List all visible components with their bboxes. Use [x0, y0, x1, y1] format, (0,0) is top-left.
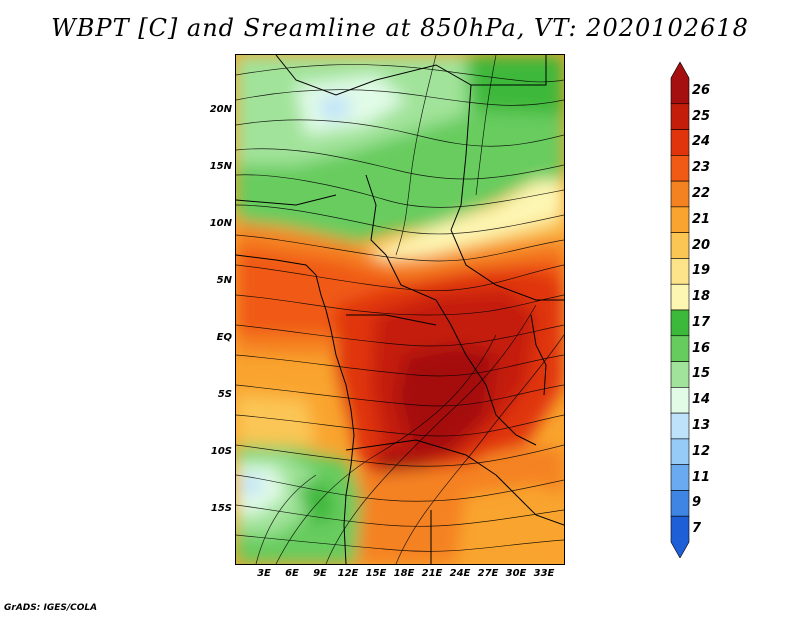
lat-label-10s: 10S: [210, 446, 232, 457]
wbpt-map-panel: [235, 54, 565, 565]
colorbar-label: 12: [692, 443, 711, 459]
lon-label-15e: 15E: [365, 568, 387, 579]
colorbar-label: 13: [692, 418, 711, 433]
colorbar-label: 20: [692, 237, 711, 253]
colorbar-label: 9: [692, 495, 702, 511]
colorbar-swatch: [670, 129, 690, 156]
colorbar-swatch: [670, 387, 690, 414]
colorbar-swatch: [670, 309, 690, 337]
colorbar-label: 19: [692, 263, 711, 279]
colorbar-swatch: [670, 335, 690, 362]
colorbar-swatch: [670, 464, 690, 491]
colorbar-swatch: [670, 361, 690, 388]
lat-label-15n: 15N: [209, 161, 232, 172]
lon-label-12e: 12E: [337, 568, 359, 579]
lon-label-27e: 27E: [477, 568, 499, 579]
lat-label-10n: 10N: [209, 218, 232, 229]
grads-credit: GrADS: IGES/COLA: [4, 603, 98, 613]
colorbar-swatch: [670, 438, 690, 465]
colorbar-graphic: [670, 62, 690, 558]
colorbar-label: 7: [692, 521, 702, 537]
colorbar-label: 26: [692, 82, 711, 98]
colorbar-swatch: [670, 62, 690, 105]
colorbar-label: 18: [692, 289, 711, 305]
colorbar-swatch: [670, 490, 690, 517]
colorbar-label: 16: [692, 340, 711, 356]
colorbar-swatch: [670, 258, 690, 285]
lon-label-3e: 3E: [257, 568, 271, 579]
lat-label-15s: 15S: [210, 503, 232, 514]
lon-label-21e: 21E: [421, 568, 443, 579]
lat-label-5n: 5N: [216, 275, 232, 286]
colorbar-swatch: [670, 412, 690, 440]
colorbar-swatch: [670, 155, 690, 182]
lon-label-24e: 24E: [449, 568, 471, 579]
colorbar: [668, 62, 692, 558]
lon-label-33e: 33E: [533, 568, 555, 579]
lon-label-6e: 6E: [285, 568, 299, 579]
colorbar-swatch: [670, 206, 690, 233]
colorbar-label: 17: [692, 314, 711, 330]
lon-label-30e: 30E: [505, 568, 527, 579]
lat-label-5s: 5S: [217, 389, 232, 400]
colorbar-swatch: [670, 232, 690, 259]
colorbar-label: 11: [692, 469, 711, 485]
colorbar-label: 23: [692, 160, 711, 176]
colorbar-swatch: [670, 515, 690, 558]
colorbar-label: 21: [692, 211, 711, 227]
colorbar-swatch: [670, 283, 690, 311]
colorbar-label: 15: [692, 366, 711, 382]
lon-label-9e: 9E: [313, 568, 327, 579]
colorbar-label: 24: [692, 134, 711, 150]
colorbar-swatch: [670, 103, 690, 130]
lat-label-eq: EQ: [216, 332, 232, 343]
colorbar-label: 25: [692, 108, 711, 124]
lon-label-18e: 18E: [393, 568, 415, 579]
colorbar-swatch: [670, 180, 690, 208]
colorbar-label: 22: [692, 186, 711, 201]
lat-label-20n: 20N: [209, 104, 232, 115]
map-title: WBPT [C] and Sreamline at 850hPa, VT: 20…: [51, 14, 749, 42]
wbpt-field: [236, 55, 564, 564]
colorbar-label: 14: [692, 392, 711, 408]
